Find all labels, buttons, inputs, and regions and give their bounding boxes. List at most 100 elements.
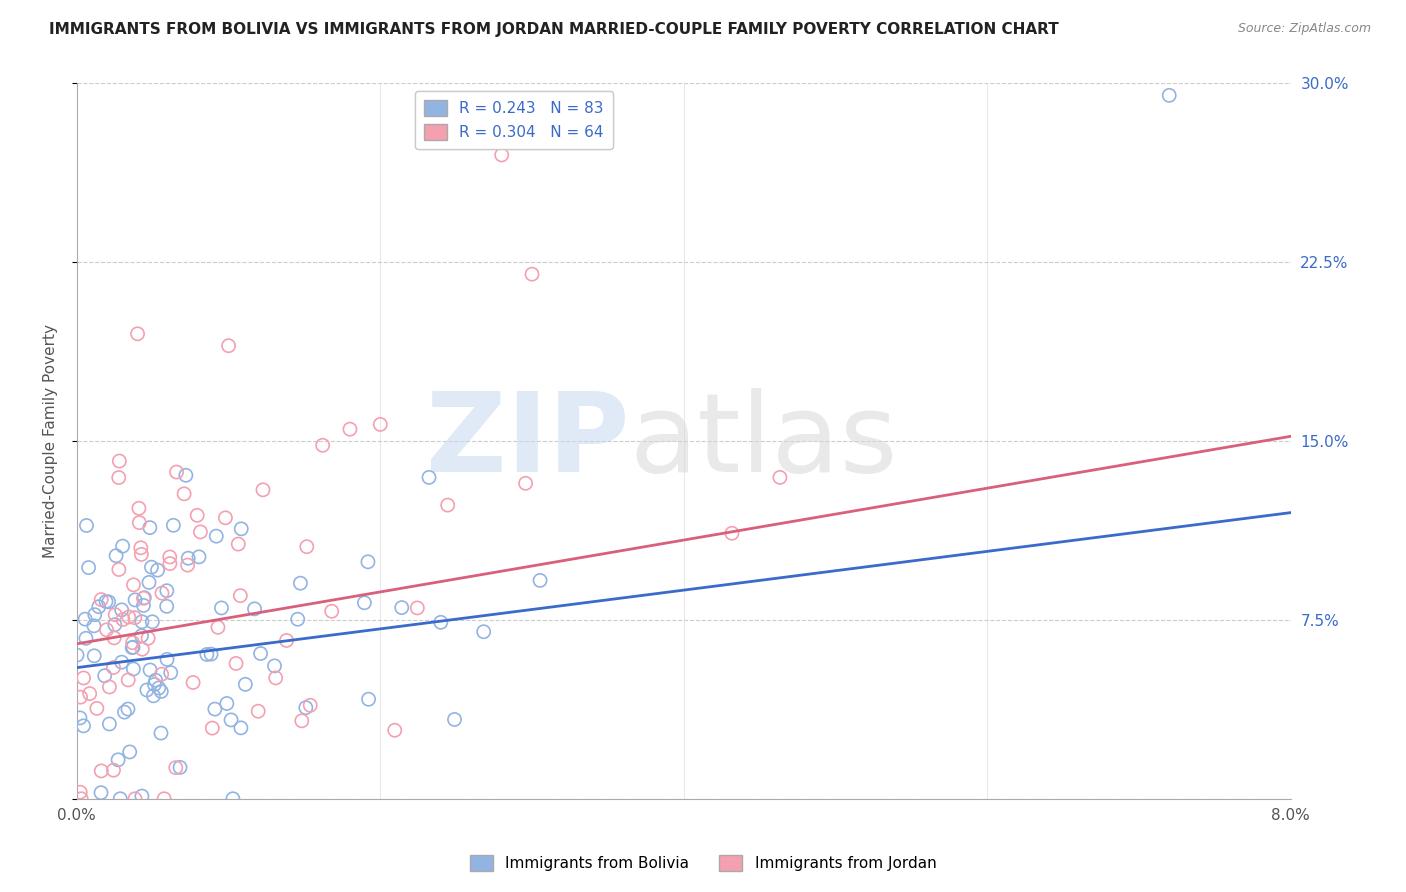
Point [353, 596, 375, 610]
Point [114, 705, 136, 719]
Point [1159, 88, 1181, 103]
Point [200, 647, 222, 661]
Legend: Immigrants from Bolivia, Immigrants from Jordan: Immigrants from Bolivia, Immigrants from… [464, 849, 942, 877]
Point [108, 454, 131, 468]
Point [299, 698, 322, 713]
Point [134, 591, 156, 605]
Point [211, 601, 233, 615]
Point [77, 560, 100, 574]
Point [128, 516, 150, 530]
Point [149, 726, 172, 740]
Point [98, 717, 121, 731]
Point [418, 470, 440, 484]
Point [173, 487, 195, 501]
Point [219, 713, 242, 727]
Point [107, 753, 129, 767]
Point [135, 683, 157, 698]
Point [90, 764, 112, 778]
Point [357, 692, 380, 706]
Y-axis label: Married-Couple Family Poverty: Married-Couple Family Poverty [44, 324, 58, 558]
Point [131, 548, 153, 562]
Point [103, 763, 125, 777]
Point [141, 560, 163, 574]
Point [233, 677, 256, 691]
Point [186, 508, 208, 523]
Point [430, 615, 453, 630]
Point [148, 681, 170, 695]
Point [87, 599, 110, 614]
Point [287, 612, 309, 626]
Point [150, 586, 173, 600]
Point [97, 595, 120, 609]
Point [118, 745, 141, 759]
Text: Source: ZipAtlas.com: Source: ZipAtlas.com [1237, 22, 1371, 36]
Point [111, 603, 134, 617]
Point [166, 465, 188, 479]
Point [132, 591, 155, 606]
Point [159, 557, 181, 571]
Point [491, 148, 513, 162]
Point [472, 624, 495, 639]
Point [529, 574, 551, 588]
Point [368, 417, 391, 432]
Point [243, 602, 266, 616]
Point [225, 657, 247, 671]
Point [311, 438, 333, 452]
Point [90, 786, 112, 800]
Point [169, 760, 191, 774]
Point [207, 620, 229, 634]
Point [391, 600, 413, 615]
Text: atlas: atlas [628, 388, 897, 494]
Point [131, 615, 153, 629]
Point [117, 702, 139, 716]
Point [98, 680, 121, 694]
Point [156, 583, 179, 598]
Point [159, 549, 181, 564]
Point [76, 518, 98, 533]
Point [339, 422, 361, 436]
Point [79, 687, 101, 701]
Point [384, 723, 406, 738]
Point [83, 607, 105, 622]
Point [104, 607, 127, 622]
Point [174, 468, 197, 483]
Point [142, 689, 165, 703]
Point [357, 555, 380, 569]
Point [69, 711, 91, 725]
Legend: R = 0.243   N = 83, R = 0.304   N = 64: R = 0.243 N = 83, R = 0.304 N = 64 [415, 91, 613, 149]
Point [159, 665, 181, 680]
Point [291, 714, 314, 728]
Point [83, 648, 105, 663]
Point [150, 667, 173, 681]
Point [321, 604, 343, 618]
Point [769, 470, 792, 484]
Point [124, 593, 146, 607]
Point [143, 677, 166, 691]
Text: ZIP: ZIP [426, 388, 628, 494]
Point [156, 652, 179, 666]
Point [122, 578, 145, 592]
Point [75, 612, 97, 626]
Point [69, 690, 91, 705]
Point [75, 632, 97, 646]
Point [131, 642, 153, 657]
Point [83, 619, 105, 633]
Point [229, 721, 252, 735]
Point [139, 520, 162, 534]
Point [136, 632, 159, 646]
Point [153, 791, 176, 805]
Point [111, 539, 134, 553]
Point [131, 789, 153, 803]
Point [247, 704, 270, 718]
Point [520, 267, 543, 281]
Point [121, 640, 143, 655]
Point [176, 558, 198, 572]
Point [103, 660, 125, 674]
Point [276, 633, 298, 648]
Point [205, 529, 228, 543]
Point [139, 663, 162, 677]
Point [195, 648, 218, 662]
Point [201, 721, 224, 735]
Point [103, 631, 125, 645]
Point [406, 601, 429, 615]
